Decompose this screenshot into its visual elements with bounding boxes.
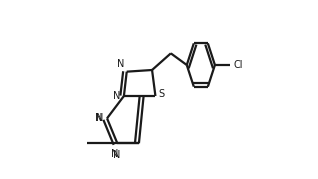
Text: Cl: Cl	[234, 60, 243, 70]
Text: N: N	[113, 91, 120, 101]
Text: N: N	[111, 149, 118, 159]
Text: N: N	[96, 113, 103, 123]
Text: S: S	[159, 89, 165, 99]
Text: N: N	[95, 113, 102, 123]
Text: N: N	[117, 59, 124, 69]
Text: N: N	[113, 150, 120, 160]
